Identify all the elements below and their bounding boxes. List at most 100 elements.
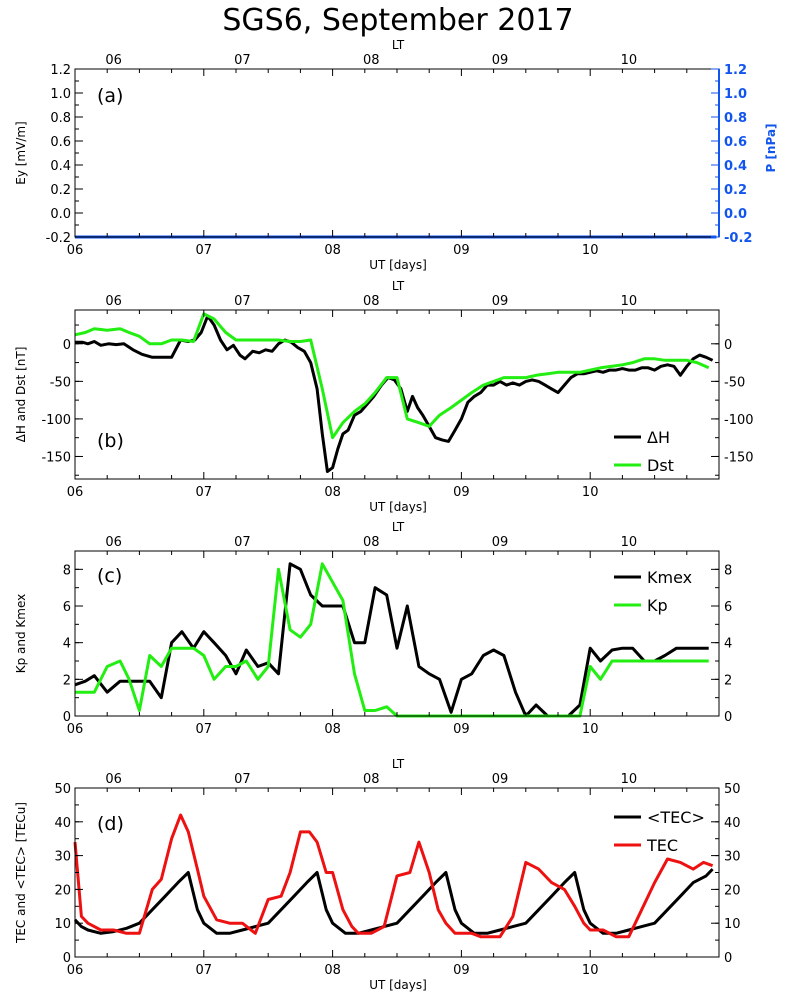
y-tick-label-right: 10	[724, 917, 741, 932]
panel-1: 06 07 08 09 10 06 07 08 09 10 LT UT [days] -0.2 -0.2 0…	[14, 38, 778, 272]
y-tick-label-right: 1.2	[724, 63, 747, 78]
y-tick-label: 0	[63, 338, 71, 353]
y-tick-label-right: -0.2	[724, 231, 752, 246]
top-tick-label: 08	[363, 535, 380, 550]
top-tick-label: 08	[363, 53, 380, 68]
y-tick-label: 20	[54, 883, 71, 898]
y-tick-label: 0.2	[50, 183, 71, 198]
legend-label: Kmex	[647, 568, 692, 587]
series-line-dst	[74, 312, 710, 440]
x-tick-label: 08	[324, 243, 341, 258]
figure-title: SGS6, September 2017	[222, 3, 573, 38]
y-tick-label: 2	[63, 673, 71, 688]
x-axis-label: UT [days]	[369, 258, 427, 272]
top-tick-label: 10	[621, 53, 638, 68]
y-tick-label-right: 0	[724, 710, 732, 725]
y-axis-label: ΔH and Dst [nT]	[14, 347, 28, 443]
x-tick-label: 06	[67, 722, 84, 737]
y-tick-label: 1.2	[50, 63, 71, 78]
y-tick-label: 0.8	[50, 111, 71, 126]
y-tick-label-right: 6	[724, 600, 732, 615]
y-tick-label-right: 0.8	[724, 111, 747, 126]
y-tick-label-right: 0.0	[724, 207, 747, 222]
y-tick-label-right: 50	[724, 782, 741, 797]
top-tick-label: 08	[363, 294, 380, 309]
panel-tag: (b)	[97, 430, 124, 452]
panel-3: 06 07 08 09 10 06 07 08 09 10 LT 0 0 2 2 4 4 6 6 8 8 Kp and K…	[14, 520, 732, 737]
top-tick-label: 06	[105, 535, 122, 550]
panel-2: 06 07 08 09 10 06 07 08 09 10 LT UT [days] -150 -150 -…	[14, 279, 754, 514]
top-tick-label: 09	[492, 772, 509, 787]
series-line-tec	[73, 813, 714, 939]
y-tick-label-right: 30	[724, 850, 741, 865]
y-tick-label-right: 20	[724, 883, 741, 898]
legend-label: ΔH	[647, 428, 670, 447]
y-tick-label: 10	[54, 917, 71, 932]
top-tick-label: 09	[492, 53, 509, 68]
x-tick-label: 07	[196, 243, 213, 258]
top-tick-label: 09	[492, 535, 509, 550]
panel-4: 06 07 08 09 10 06 07 08 09 10 LT UT [days] 0 0 10 10 20 2…	[14, 757, 741, 992]
x-tick-label: 06	[67, 243, 84, 258]
top-tick-label: 07	[234, 53, 251, 68]
y-tick-label-right: 8	[724, 563, 732, 578]
y-tick-label: -50	[50, 375, 71, 390]
y-tick-label: -0.2	[46, 231, 71, 246]
top-tick-label: 10	[621, 772, 638, 787]
y-tick-label: -150	[41, 450, 71, 465]
legend-label: <TEC>	[647, 808, 705, 827]
y-tick-label: 0	[63, 951, 71, 966]
y-tick-label-right: 0.6	[724, 135, 747, 150]
y-tick-label-right: 40	[724, 816, 741, 831]
x-tick-label: 06	[67, 485, 84, 500]
y-tick-label: 0.0	[50, 207, 71, 222]
top-tick-label: 09	[492, 294, 509, 309]
x-tick-label: 08	[324, 722, 341, 737]
x-tick-label: 07	[196, 722, 213, 737]
top-axis-label: LT	[392, 757, 405, 771]
x-tick-label: 10	[582, 963, 599, 978]
y-tick-label-right: 1.0	[724, 87, 747, 102]
x-tick-label: 07	[196, 963, 213, 978]
top-tick-label: 08	[363, 772, 380, 787]
plot-frame	[74, 68, 720, 238]
x-tick-label: 09	[453, 485, 470, 500]
y-axis-label: TEC and <TEC> [TECu]	[14, 802, 28, 944]
top-tick-label: 10	[621, 535, 638, 550]
y-tick-label: 0.4	[50, 159, 71, 174]
series-line-kp	[75, 562, 709, 718]
x-tick-label: 10	[582, 243, 599, 258]
x-axis-label: UT [days]	[369, 978, 427, 992]
legend-label: TEC	[646, 836, 678, 855]
top-tick-label: 06	[105, 53, 122, 68]
x-tick-label: 10	[582, 485, 599, 500]
y-tick-label: 6	[63, 600, 71, 615]
top-axis-label: LT	[392, 38, 405, 52]
y-tick-label-right: 0.2	[724, 183, 747, 198]
y-axis-label: Ey [mV/m]	[14, 121, 28, 185]
panel-tag: (c)	[97, 565, 122, 587]
y-tick-label-right: -150	[724, 450, 754, 465]
x-tick-label: 09	[453, 243, 470, 258]
y-tick-label-right: 0	[724, 338, 732, 353]
top-axis-label: LT	[392, 520, 405, 534]
top-axis-label: LT	[392, 279, 405, 293]
y-tick-label-right: 0.4	[724, 159, 747, 174]
x-tick-label: 08	[324, 485, 341, 500]
plot-frame	[74, 309, 720, 480]
series-line-kmex	[74, 562, 709, 718]
top-tick-label: 07	[234, 772, 251, 787]
y-tick-label-right: -50	[724, 375, 745, 390]
top-tick-label: 06	[105, 294, 122, 309]
series-line-tec	[73, 868, 714, 935]
y-tick-label: -100	[41, 413, 71, 428]
y-tick-label: 50	[54, 782, 71, 797]
top-tick-label: 07	[234, 535, 251, 550]
y-tick-label: 4	[63, 637, 71, 652]
x-tick-label: 09	[453, 722, 470, 737]
x-axis-label: UT [days]	[369, 500, 427, 514]
legend-label: Dst	[647, 456, 674, 475]
y-tick-label-right: -100	[724, 413, 754, 428]
